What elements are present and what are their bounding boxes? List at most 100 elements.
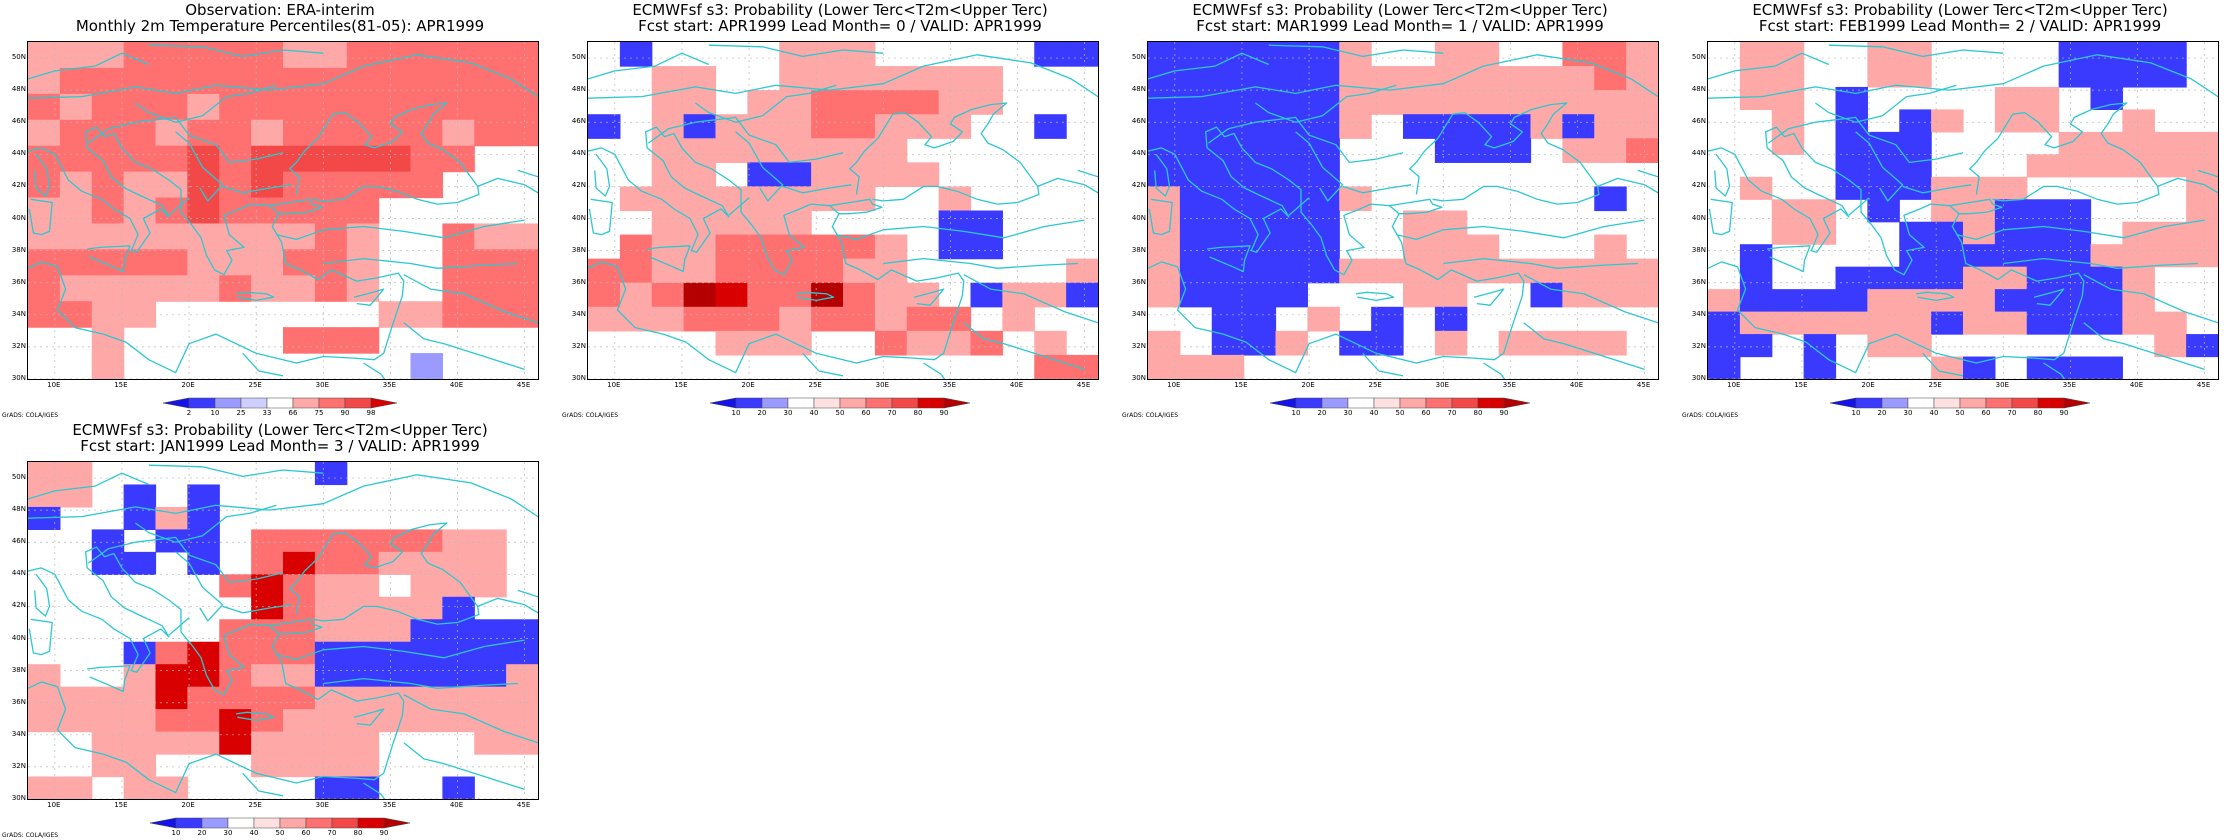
grid-cell [1867, 289, 1900, 313]
legend-swatch [2037, 397, 2065, 409]
grid-cell [187, 686, 220, 710]
grid-cell [251, 171, 284, 199]
grid-cell [1498, 66, 1532, 91]
grid-cell [811, 282, 844, 308]
grid-cell [874, 330, 908, 356]
legend-swatch [331, 817, 359, 829]
panel-subtitle: Fcst start: FEB1999 Lead Month= 2 / VALI… [1758, 17, 2162, 35]
grid-cell [1867, 154, 1900, 178]
panel-title: Observation: ERA-interim [185, 1, 375, 19]
grid-cell [1179, 210, 1213, 236]
grid-cell [1867, 64, 1900, 88]
grid-cell [155, 664, 188, 688]
grid-cell [187, 529, 220, 553]
grid-cell [651, 258, 685, 284]
grid-cell [2058, 266, 2092, 290]
grid-cell [442, 42, 475, 69]
grid-cell [588, 306, 621, 332]
grid-cell [314, 641, 348, 665]
grid-cell [779, 210, 812, 236]
coastline [222, 184, 292, 194]
grid-cell [123, 686, 157, 710]
grid-cell [410, 353, 443, 379]
grid-cell [59, 709, 93, 733]
grid-cell [1179, 114, 1213, 139]
grid-cell [1179, 162, 1213, 188]
coastline [477, 597, 538, 614]
credit-text: GrADS: COLA/IGES [2, 832, 59, 839]
lat-tick-label: 30N [11, 374, 26, 382]
grid-cell [123, 776, 157, 799]
lon-tick-label: 45E [1076, 381, 1091, 389]
grid-cell [1275, 282, 1308, 308]
coastline [87, 245, 131, 273]
grid-cell [1626, 42, 1658, 67]
grid-cell [2122, 311, 2155, 335]
grid-cell [474, 42, 507, 69]
grid-cell [1307, 42, 1340, 67]
coastline [148, 464, 324, 478]
legend-swatch [1985, 397, 2013, 409]
lat-tick-label: 34N [11, 729, 26, 738]
grid-cell [1803, 334, 1837, 358]
grid-cell [251, 42, 284, 69]
grid-cell [314, 327, 348, 354]
grid-cell [747, 210, 780, 236]
grid-cell [1275, 330, 1308, 356]
grid-cell [155, 171, 188, 199]
grid-cell [410, 67, 443, 95]
grid-cell [155, 145, 188, 173]
grid-cell [2186, 199, 2218, 223]
lat-tick-label: 50N [1131, 53, 1146, 61]
grid-cell [91, 171, 125, 199]
grid-cell [123, 551, 157, 575]
lon-tick-label: 35E [382, 801, 397, 809]
grid-cell [1339, 114, 1372, 139]
lat-tick-label: 42N [11, 601, 26, 610]
legend-swatch [214, 397, 242, 409]
lon-tick-label: 25E [1928, 381, 1942, 389]
grid-cell [2026, 289, 2060, 313]
grid-cell [1066, 258, 1098, 284]
grid-cell [187, 506, 220, 530]
grid-cell [683, 306, 717, 332]
grid-cell [1931, 109, 1964, 133]
grid-cell [1148, 66, 1181, 91]
grid-cell [506, 664, 538, 688]
lon-tick-label: 10E [47, 381, 61, 389]
grid-cell [91, 275, 125, 302]
grid-cell [1771, 289, 1805, 313]
legend-swatch [370, 397, 398, 409]
grid-cell [314, 776, 348, 799]
grid-cell [91, 754, 125, 778]
legend-swatch [917, 397, 945, 409]
grid-cell [1594, 66, 1627, 91]
grid-cell [91, 353, 125, 379]
lat-tick-label: 34N [1691, 309, 1706, 318]
grid-cell [1867, 311, 1900, 335]
grid-cell [1835, 176, 1868, 200]
grid-cell [1963, 244, 1996, 268]
grid-cell [283, 93, 316, 121]
grid-cell [251, 754, 284, 778]
lat-tick-label: 46N [11, 537, 26, 546]
coastline [1148, 126, 1525, 374]
grid-cell [747, 90, 780, 115]
lon-tick-label: 20E [1861, 381, 1875, 389]
grid-cell [283, 641, 316, 665]
coastline [135, 504, 277, 543]
lat-tick-label: 42N [11, 181, 26, 190]
grid-cell [970, 234, 1003, 260]
grid-cell [123, 709, 157, 733]
legend-swatch [188, 397, 216, 409]
coastline [1148, 54, 1658, 99]
grid-cell [715, 186, 748, 212]
coastline [1767, 245, 1811, 273]
grid-cell [683, 66, 717, 91]
grid-cell [811, 234, 844, 260]
lat-tick-label: 46N [1691, 117, 1706, 126]
grid-cell [1899, 109, 1932, 133]
coastline [1637, 169, 1658, 178]
grid-cell [843, 114, 876, 139]
grid-cell [1994, 176, 2028, 200]
